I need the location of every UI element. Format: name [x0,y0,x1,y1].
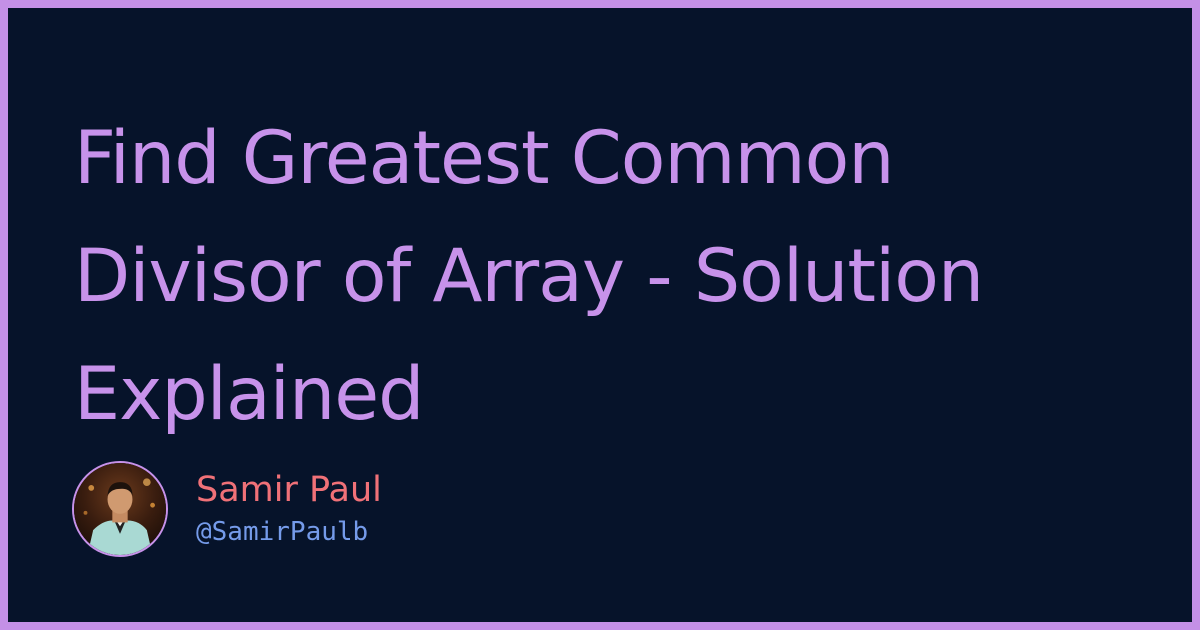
title-line-3: Explained [74,352,424,437]
author-block: Samir Paul @SamirPaulb [72,459,382,559]
author-text: Samir Paul @SamirPaulb [196,469,382,549]
title-line-1: Find Greatest Common [74,116,895,201]
og-card: Find Greatest Common Divisor of Array - … [8,8,1192,622]
page-title: Find Greatest Common Divisor of Array - … [74,100,1164,454]
title-line-2: Divisor of Array - Solution [74,234,984,319]
author-name: Samir Paul [196,470,382,510]
avatar-photo [74,463,166,555]
avatar [72,461,168,557]
author-handle: @SamirPaulb [196,517,369,547]
